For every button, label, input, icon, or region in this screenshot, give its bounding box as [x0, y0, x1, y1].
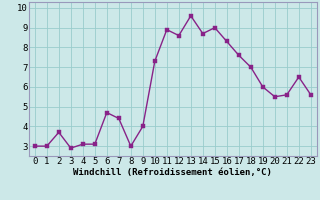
X-axis label: Windchill (Refroidissement éolien,°C): Windchill (Refroidissement éolien,°C)	[73, 168, 272, 177]
